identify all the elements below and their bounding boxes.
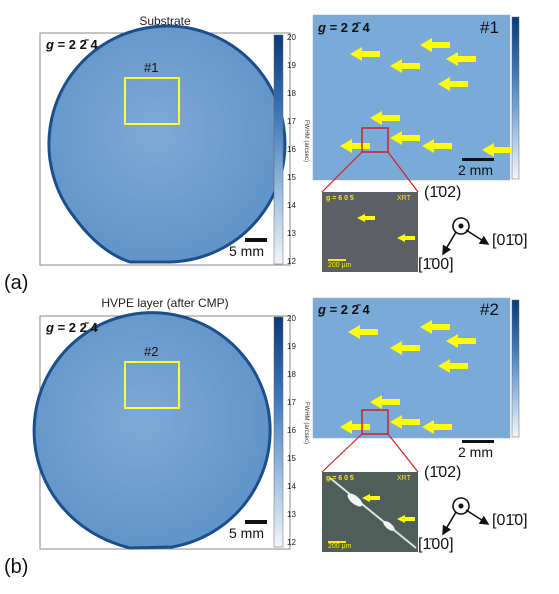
colorbar-unit-a: FWHM (arcsec) [303, 120, 309, 162]
xrt-scalebar-line-a [328, 259, 346, 261]
xrt-link-left-b [321, 433, 363, 473]
xrt-arrow-1-b [362, 494, 380, 502]
wafer-scalebar-line-a [245, 238, 267, 242]
colorbar-ticks-b: 20 19 18 17 16 15 14 13 12 [287, 314, 296, 547]
zoom-map-b [312, 297, 511, 439]
dir-out-label-a: (1̄02) [424, 184, 462, 201]
colorbar-ticks-a: 20 19 18 17 16 15 14 13 12 [287, 33, 296, 266]
zoom-g-vector-b: g = 2 2̄ 4 [318, 302, 370, 317]
zoom-g-vector-a: g = 2 2̄ 4 [318, 20, 370, 35]
dir-out-label-b: (1̄02) [424, 464, 462, 481]
region-box-a [124, 77, 180, 125]
colorbar-a [273, 34, 284, 265]
xrt-scalebar-text-a: 200 μm [328, 262, 352, 269]
xrt-image-a [322, 192, 418, 272]
xrt-arrow-2-a [397, 234, 415, 242]
xrt-scalebar-text-b: 200 μm [328, 543, 352, 550]
dir-right-label-a: [01̄0] [492, 232, 528, 249]
wafer-map-b [32, 311, 272, 550]
wafer-scalebar-text-b: 5 mm [229, 525, 264, 541]
dir-down-label-b: [1̄00] [418, 536, 454, 553]
zoom-label-b: #2 [480, 300, 499, 319]
zoom-scalebar-text-b: 2 mm [458, 444, 493, 460]
wafer-map-a [47, 24, 287, 264]
xrt-region-box-b [361, 409, 389, 435]
xrt-arrow-2-b [397, 515, 415, 523]
xrt-link-left-a [321, 151, 363, 193]
region-label-b: #2 [144, 344, 159, 359]
xrt-g-vector-b: g = 6 0 5 [326, 475, 354, 482]
wafer-title-b: HVPE layer (after CMP) [101, 296, 229, 310]
region-box-b [124, 361, 180, 409]
g-vector-b: g = 2 2̄ 4 [46, 320, 98, 335]
zoom-scalebar-line-a [462, 158, 494, 161]
zoom-label-a: #1 [480, 18, 499, 37]
dir-down-label-a: [1̄00] [418, 256, 454, 273]
region-label-a: #1 [144, 60, 159, 75]
zoom-map-a [312, 14, 511, 181]
panel-label-b: (b) [4, 556, 29, 578]
wafer-scalebar-line-b [245, 520, 267, 524]
g-vector-a: g = 2 2̄ 4 [46, 37, 98, 52]
xrt-dislocation-line-b [329, 477, 417, 549]
xrt-defect-2-b [383, 521, 395, 531]
panel-label-a: (a) [4, 272, 29, 294]
dir-right-label-b: [01̄0] [492, 512, 528, 529]
xrt-g-vector-a: g = 6 0 5 [326, 195, 354, 202]
colorbar-unit-b: FWHM (arcsec) [303, 402, 309, 444]
wafer-scalebar-text-a: 5 mm [229, 243, 264, 259]
xrt-defect-1-b [347, 493, 363, 507]
xrt-tag-a: XRT [397, 195, 411, 202]
xrt-region-box-a [361, 127, 389, 153]
zoom-scalebar-line-b [462, 440, 494, 443]
xrt-scalebar-line-b [328, 541, 346, 543]
zoom-colorbar-b [511, 299, 520, 438]
colorbar-b [273, 316, 284, 548]
dislocation-arrows-a [340, 38, 512, 157]
wafer-title-a: Substrate [139, 14, 191, 28]
xrt-arrow-1-a [357, 214, 375, 222]
zoom-scalebar-text-a: 2 mm [458, 162, 493, 178]
zoom-colorbar-a [511, 16, 520, 180]
xrt-link-right-a [387, 151, 419, 193]
dislocation-arrows-b [340, 320, 476, 434]
xrt-link-right-b [387, 433, 419, 473]
xrt-tag-b: XRT [397, 475, 411, 482]
